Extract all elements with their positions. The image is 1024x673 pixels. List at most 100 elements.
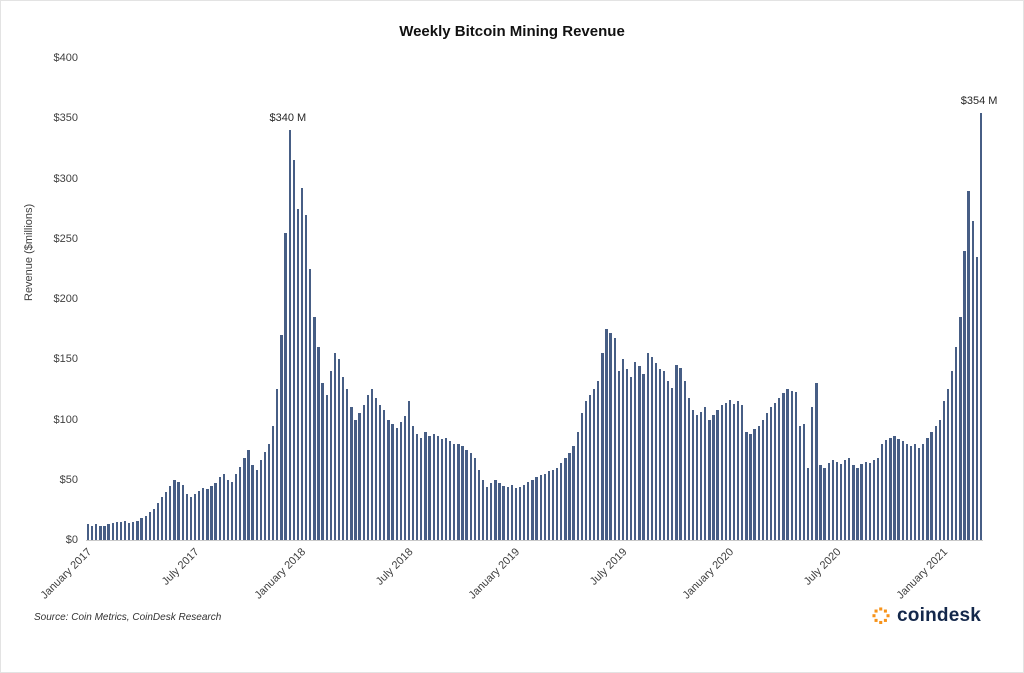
y-tick-label: $150 [53, 353, 78, 366]
bar [243, 458, 246, 540]
bar [453, 443, 456, 540]
bar [745, 431, 748, 540]
bar [276, 389, 279, 540]
bar [539, 474, 542, 540]
bar [774, 402, 777, 540]
bar [510, 484, 513, 540]
bar [481, 479, 485, 540]
bar [959, 317, 962, 540]
x-tick-label: January 2019 [466, 546, 523, 602]
bar [806, 467, 810, 540]
bar [543, 473, 546, 540]
bar [560, 462, 563, 540]
bar [514, 488, 518, 540]
bar [897, 438, 900, 540]
bar [872, 460, 876, 540]
bar [169, 485, 172, 540]
bar [720, 405, 723, 540]
bar [593, 389, 596, 540]
bar [794, 391, 797, 540]
plot-area: $400 $350 $300 $250 $200 $150 $100 $50 $0 January… [39, 52, 998, 602]
bar [815, 383, 818, 540]
bar [650, 356, 653, 540]
bar [617, 371, 620, 540]
bar [769, 407, 773, 540]
bar [708, 419, 711, 540]
x-tick-label: January 2017 [38, 546, 95, 602]
bar [428, 436, 431, 540]
bar [292, 160, 295, 540]
bar [160, 496, 164, 540]
x-tick-label: July 2017 [159, 546, 202, 588]
bar [852, 465, 855, 540]
bar [317, 347, 320, 540]
bar [391, 424, 394, 540]
bar [259, 460, 263, 540]
bar [765, 413, 769, 540]
bar [202, 488, 205, 540]
y-tick-label: $350 [53, 112, 78, 125]
x-tick-label: July 2020 [801, 546, 844, 588]
bar [601, 353, 604, 540]
x-tick-label: July 2019 [587, 546, 630, 588]
bar [103, 525, 106, 540]
bar [461, 446, 464, 540]
bar [185, 494, 188, 540]
bar [963, 250, 966, 540]
bar [975, 256, 978, 540]
bar [979, 113, 983, 540]
bar [918, 448, 921, 540]
bar [198, 490, 201, 540]
bar [654, 362, 658, 540]
bar [667, 380, 670, 540]
bar [761, 419, 764, 540]
y-tick-label: $50 [59, 473, 78, 486]
bar [337, 359, 341, 540]
chart-title: Weekly Bitcoin Mining Revenue [399, 23, 625, 40]
bar [757, 425, 760, 540]
bar [387, 419, 390, 540]
bar [465, 449, 468, 540]
bar [107, 524, 110, 540]
bar [724, 402, 727, 540]
bar [741, 405, 744, 540]
bar [621, 359, 625, 540]
bar [950, 371, 954, 540]
bar [222, 473, 225, 540]
bar [946, 389, 950, 540]
bar [444, 437, 448, 540]
bar [123, 520, 127, 540]
bar [905, 443, 909, 540]
bar [716, 409, 719, 540]
bar [374, 397, 378, 540]
bar [868, 462, 871, 540]
bar [811, 407, 814, 540]
bar [342, 377, 345, 540]
bar [235, 473, 238, 540]
bar [210, 485, 213, 540]
bar [576, 431, 579, 540]
bar [346, 389, 349, 540]
y-tick-label: $100 [53, 413, 78, 426]
bar [584, 401, 588, 540]
bar [95, 524, 98, 540]
peak-annotation: $354 M [960, 95, 998, 108]
bar [831, 460, 834, 540]
bar [638, 366, 641, 540]
bar [699, 412, 703, 540]
bar [457, 443, 460, 540]
bar [901, 441, 904, 540]
bar [177, 482, 180, 540]
bar [913, 443, 917, 540]
coindesk-logo-icon [872, 607, 890, 625]
bar [555, 467, 559, 540]
bar [930, 431, 933, 540]
bar [379, 405, 382, 540]
bar [486, 486, 489, 540]
bar [737, 401, 740, 540]
bar [823, 467, 826, 540]
bar [753, 429, 756, 540]
bar [226, 479, 230, 540]
bar [490, 483, 493, 540]
y-tick-label: $400 [53, 52, 78, 64]
